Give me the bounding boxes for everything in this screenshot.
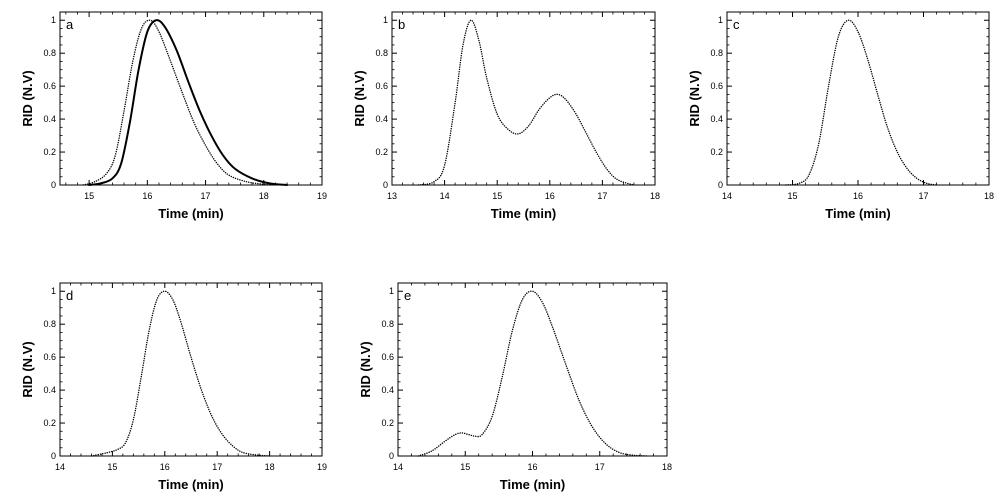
x-tick-label: 17 xyxy=(597,191,607,201)
x-tick-label: 16 xyxy=(853,191,863,201)
y-tick-label: 0.8 xyxy=(375,48,388,58)
series-line-sample xyxy=(417,290,648,457)
x-axis-title: Time (min) xyxy=(158,206,224,221)
x-axis-title: Time (min) xyxy=(158,477,224,492)
y-tick-label: 1 xyxy=(383,15,388,25)
chart-panel-d: 14 15 16 17 18 19 0 0.2 0.4 0.6 0.8 1 Time (min) RID … xyxy=(20,282,327,492)
x-tick-label: 18 xyxy=(662,462,672,472)
y-tick-label: 0.2 xyxy=(43,418,56,428)
x-tick-label: 18 xyxy=(650,191,660,201)
x-tick-label: 16 xyxy=(160,462,170,472)
plot-frame xyxy=(59,11,323,186)
y-tick-label: 0 xyxy=(383,180,388,190)
x-tick-label: 18 xyxy=(259,191,269,201)
y-tick-label: 0.8 xyxy=(381,319,394,329)
y-tick-label: 0 xyxy=(51,180,56,190)
y-axis-title: RID (N.V) xyxy=(20,70,35,126)
x-axis-title: Time (min) xyxy=(825,206,891,221)
y-tick-label: 0.8 xyxy=(43,319,56,329)
y-axis-title: RID (N.V) xyxy=(687,70,702,126)
x-tick-label: 13 xyxy=(387,191,397,201)
x-axis-title: Time (min) xyxy=(500,477,566,492)
panel-letter: c xyxy=(733,17,740,32)
x-tick-label: 19 xyxy=(317,462,327,472)
series-line-sample xyxy=(785,19,938,186)
panel-letter: a xyxy=(66,17,74,32)
x-tick-label: 15 xyxy=(460,462,470,472)
x-tick-label: 18 xyxy=(984,191,994,201)
y-tick-label: 1 xyxy=(51,15,56,25)
y-tick-label: 0.6 xyxy=(710,81,723,91)
plot-frame xyxy=(397,282,668,457)
plot-frame xyxy=(59,282,323,457)
y-tick-label: 0.6 xyxy=(375,81,388,91)
y-tick-label: 0.6 xyxy=(381,352,394,362)
x-tick-label: 17 xyxy=(201,191,211,201)
y-tick-label: 1 xyxy=(389,286,394,296)
y-tick-label: 0 xyxy=(51,451,56,461)
y-tick-label: 0.4 xyxy=(43,114,56,124)
chart-panel-e: 14 15 16 17 18 0 0.2 0.4 0.6 0.8 1 Time (min) RID (N… xyxy=(358,282,672,492)
panel-letter: d xyxy=(66,288,73,303)
y-axis-title: RID (N.V) xyxy=(358,341,373,397)
x-axis-title: Time (min) xyxy=(491,206,557,221)
plot-frame xyxy=(391,11,656,186)
x-tick-label: 17 xyxy=(918,191,928,201)
panel-letter: e xyxy=(404,288,411,303)
y-tick-label: 0.2 xyxy=(710,147,723,157)
y-tick-label: 0.8 xyxy=(710,48,723,58)
x-tick-label: 16 xyxy=(527,462,537,472)
x-tick-label: 15 xyxy=(787,191,797,201)
x-tick-label: 18 xyxy=(265,462,275,472)
x-tick-label: 16 xyxy=(142,191,152,201)
y-tick-label: 0.2 xyxy=(375,147,388,157)
x-tick-label: 15 xyxy=(107,462,117,472)
y-tick-label: 0.6 xyxy=(43,352,56,362)
x-tick-label: 14 xyxy=(55,462,65,472)
chart-panel-c: 14 15 16 17 18 0 0.2 0.4 0.6 0.8 1 Time (min) RID (N… xyxy=(687,11,994,221)
x-tick-label: 14 xyxy=(440,191,450,201)
y-tick-label: 1 xyxy=(51,286,56,296)
series-line-solid xyxy=(88,19,289,186)
x-tick-label: 15 xyxy=(84,191,94,201)
series-line-sample xyxy=(417,19,635,186)
y-tick-label: 0.4 xyxy=(43,385,56,395)
y-tick-label: 0.4 xyxy=(381,385,394,395)
panel-letter: b xyxy=(398,17,405,32)
series-line-dotted xyxy=(82,19,277,186)
y-tick-label: 0.2 xyxy=(43,147,56,157)
y-tick-label: 0.4 xyxy=(375,114,388,124)
y-tick-label: 0.8 xyxy=(43,48,56,58)
chart-panel-a: 15 16 17 18 19 0 0.2 0.4 0.6 0.8 1 Time (min) RID (N… xyxy=(20,11,327,221)
y-axis-title: RID (N.V) xyxy=(20,341,35,397)
y-tick-label: 0.4 xyxy=(710,114,723,124)
y-tick-label: 0.2 xyxy=(381,418,394,428)
x-tick-label: 14 xyxy=(722,191,732,201)
chart-panel-b: 13 14 15 16 17 18 0 0.2 0.4 0.6 0.8 1 Time (min) RID … xyxy=(352,11,660,221)
y-axis-title: RID (N.V) xyxy=(352,70,367,126)
y-tick-label: 1 xyxy=(718,15,723,25)
x-tick-label: 17 xyxy=(595,462,605,472)
y-tick-label: 0 xyxy=(718,180,723,190)
x-tick-label: 14 xyxy=(393,462,403,472)
y-tick-label: 0 xyxy=(389,451,394,461)
plot-frame xyxy=(726,11,990,186)
x-tick-label: 15 xyxy=(492,191,502,201)
series-line-sample xyxy=(90,290,271,457)
y-tick-label: 0.6 xyxy=(43,81,56,91)
x-tick-label: 16 xyxy=(545,191,555,201)
x-tick-label: 17 xyxy=(212,462,222,472)
x-tick-label: 19 xyxy=(317,191,327,201)
